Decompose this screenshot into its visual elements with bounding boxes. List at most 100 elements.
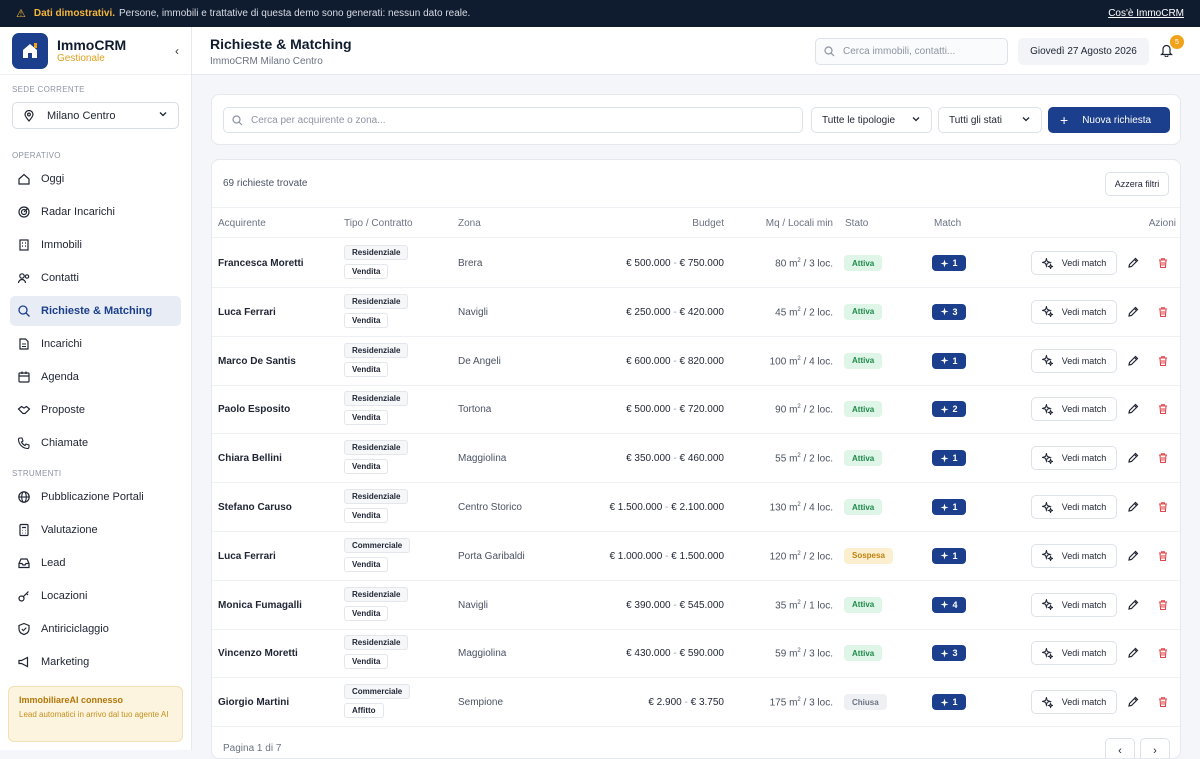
sidebar-item-proposte[interactable]: Proposte <box>10 395 181 425</box>
header-zona[interactable]: Zona <box>458 218 481 229</box>
view-match-button[interactable]: Vedi match <box>1031 641 1117 666</box>
match-count-badge[interactable]: 1 <box>932 694 966 711</box>
inbox-icon <box>18 558 30 569</box>
buyer-name[interactable]: Vincenzo Moretti <box>218 648 298 660</box>
edit-icon[interactable] <box>1127 355 1139 367</box>
edit-icon[interactable] <box>1127 696 1139 708</box>
tipologia-select[interactable]: Tutte le tipologie <box>811 107 932 133</box>
sidebar-item-chiamate[interactable]: Chiamate <box>10 428 181 458</box>
view-match-button[interactable]: Vedi match <box>1031 299 1117 324</box>
edit-icon[interactable] <box>1127 306 1139 318</box>
buyer-name[interactable]: Chiara Bellini <box>218 453 282 465</box>
header-stato[interactable]: Stato <box>845 218 869 229</box>
buyer-name[interactable]: Francesca Moretti <box>218 258 304 269</box>
table-row[interactable]: Giorgio Martini Commerciale Affitto Sempion… <box>212 678 1180 728</box>
trash-icon[interactable] <box>1157 306 1169 318</box>
status-badge: Attiva <box>844 596 883 613</box>
sede-select[interactable]: Milano Centro <box>12 102 179 129</box>
match-count-badge[interactable]: 1 <box>932 450 966 467</box>
view-match-button[interactable]: Vedi match <box>1031 690 1117 715</box>
table-row[interactable]: Luca Ferrari Commerciale Vendita Porta Gari… <box>212 532 1180 581</box>
sparkle-icon <box>1041 257 1053 269</box>
sidebar-item-oggi[interactable]: Oggi <box>10 164 181 194</box>
trash-icon[interactable] <box>1157 696 1169 708</box>
new-request-button[interactable]: + Nuova richiesta <box>1048 107 1170 133</box>
view-match-button[interactable]: Vedi match <box>1031 348 1117 373</box>
edit-icon[interactable] <box>1127 550 1139 562</box>
match-count-badge[interactable]: 3 <box>932 645 966 662</box>
edit-icon[interactable] <box>1127 257 1139 269</box>
view-match-button[interactable]: Vedi match <box>1031 446 1117 471</box>
table-row[interactable]: Vincenzo Moretti Residenziale Vendita Maggi… <box>212 629 1180 679</box>
table-row[interactable]: Stefano Caruso Residenziale Vendita Centro … <box>212 483 1180 532</box>
prev-page-button[interactable]: ‹ <box>1105 738 1135 758</box>
edit-icon[interactable] <box>1127 599 1139 611</box>
buyer-name[interactable]: Paolo Esposito <box>218 404 291 416</box>
buyer-name[interactable]: Stefano Caruso <box>218 502 292 513</box>
header-budget[interactable]: Budget <box>692 218 724 229</box>
edit-icon[interactable] <box>1127 403 1139 415</box>
table-row[interactable]: Marco De Santis Residenziale Vendita De Ang… <box>212 337 1180 386</box>
trash-icon[interactable] <box>1157 647 1169 659</box>
sidebar-item-richieste-matching[interactable]: Richieste & Matching <box>10 296 181 326</box>
sidebar-item-incarichi[interactable]: Incarichi <box>10 329 181 359</box>
sidebar-item-pubblicazione-portali[interactable]: Pubblicazione Portali <box>10 482 181 512</box>
trash-icon[interactable] <box>1157 403 1169 415</box>
header-match[interactable]: Match <box>934 218 962 229</box>
table-row[interactable]: Paolo Esposito Residenziale Vendita Tortona… <box>212 385 1180 435</box>
table-row[interactable]: Francesca Moretti Residenziale Vendita Brer… <box>212 239 1180 288</box>
sidebar-item-locazioni[interactable]: Locazioni <box>10 581 181 611</box>
header-mq[interactable]: Mq / Locali min <box>765 218 833 229</box>
edit-icon[interactable] <box>1127 501 1139 513</box>
buyer-name[interactable]: Monica Fumagalli <box>218 599 302 611</box>
trash-icon[interactable] <box>1157 355 1169 367</box>
sidebar-item-marketing[interactable]: Marketing <box>10 647 181 677</box>
buyer-name[interactable]: Luca Ferrari <box>218 550 276 562</box>
request-search-input[interactable]: Cerca per acquirente o zona... <box>223 107 803 133</box>
view-match-button[interactable]: Vedi match <box>1031 251 1117 275</box>
match-count-badge[interactable]: 3 <box>932 303 966 320</box>
sidebar-item-antiriciclaggio[interactable]: Antiriciclaggio <box>10 614 181 644</box>
sidebar-item-immobili[interactable]: Immobili <box>10 230 181 260</box>
sidebar-item-valutazione[interactable]: Valutazione <box>10 515 181 545</box>
table-row[interactable]: Chiara Bellini Residenziale Vendita Maggiol… <box>212 434 1180 484</box>
trash-icon[interactable] <box>1157 452 1169 464</box>
edit-icon[interactable] <box>1127 452 1139 464</box>
banner-link[interactable]: Cos'è ImmoCRM <box>1108 8 1184 19</box>
bell-icon[interactable] <box>1160 43 1173 57</box>
sparkle-icon <box>940 698 950 707</box>
header-acquirente[interactable]: Acquirente <box>218 218 266 229</box>
view-match-button[interactable]: Vedi match <box>1031 543 1117 568</box>
view-match-button[interactable]: Vedi match <box>1031 495 1117 519</box>
ai-status-box[interactable]: ImmobiliareAI connesso Lead automatici i… <box>8 686 183 742</box>
view-match-button[interactable]: Vedi match <box>1031 592 1117 617</box>
table-row[interactable]: Monica Fumagalli Residenziale Vendita Navig… <box>212 581 1180 630</box>
sidebar-item-lead[interactable]: Lead <box>10 548 181 578</box>
stato-select[interactable]: Tutti gli stati <box>938 107 1042 133</box>
match-count-badge[interactable]: 1 <box>932 547 966 564</box>
global-search-input[interactable]: Cerca immobili, contatti... <box>815 38 1008 65</box>
match-count-badge[interactable]: 4 <box>932 596 966 613</box>
view-match-button[interactable]: Vedi match <box>1031 397 1117 422</box>
next-page-button[interactable]: › <box>1140 738 1170 758</box>
buyer-name[interactable]: Marco De Santis <box>218 355 296 367</box>
match-count-badge[interactable]: 1 <box>932 352 966 369</box>
reset-filters-button[interactable]: Azzera filtri <box>1105 172 1169 196</box>
match-count-badge[interactable]: 2 <box>932 401 966 418</box>
trash-icon[interactable] <box>1157 550 1169 562</box>
collapse-sidebar-icon[interactable]: ‹ <box>175 43 179 58</box>
trash-icon[interactable] <box>1157 599 1169 611</box>
header-tipo[interactable]: Tipo / Contratto <box>344 218 413 229</box>
sidebar-item-contatti[interactable]: Contatti <box>10 263 181 293</box>
match-count-badge[interactable]: 1 <box>932 499 966 515</box>
sparkle-icon <box>1041 599 1053 611</box>
edit-icon[interactable] <box>1127 647 1139 659</box>
match-count-badge[interactable]: 1 <box>932 255 966 271</box>
buyer-name[interactable]: Giorgio Martini <box>218 697 290 709</box>
buyer-name[interactable]: Luca Ferrari <box>218 306 276 318</box>
sidebar-item-agenda[interactable]: Agenda <box>10 362 181 392</box>
table-row[interactable]: Luca Ferrari Residenziale Vendita Navigli € … <box>212 288 1180 337</box>
trash-icon[interactable] <box>1157 257 1169 269</box>
trash-icon[interactable] <box>1157 501 1169 513</box>
sidebar-item-radar-incarichi[interactable]: Radar Incarichi <box>10 197 181 227</box>
